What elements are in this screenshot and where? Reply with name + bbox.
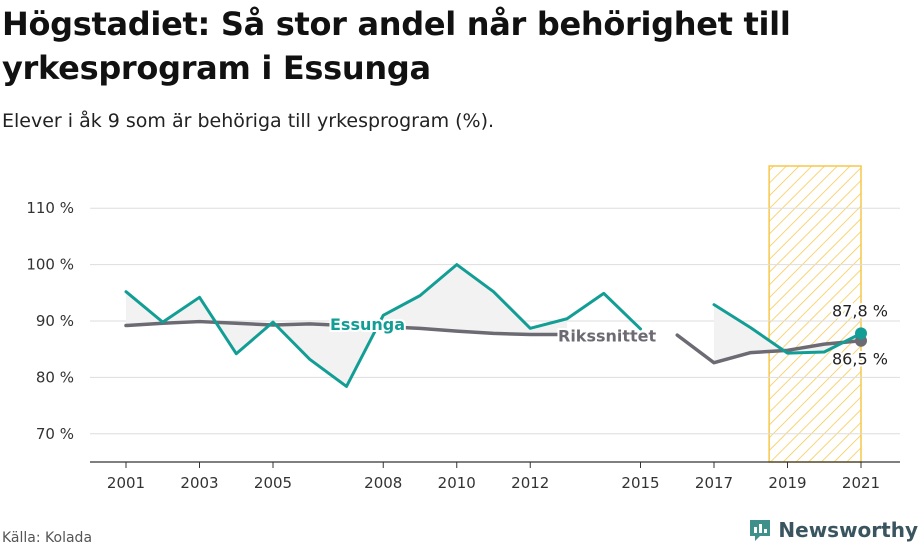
series-label-essunga: Essunga [330,315,405,334]
x-tick-label: 2005 [254,474,292,490]
brand-logo: Newsworthy [748,518,918,542]
x-tick-label: 2012 [511,474,549,490]
x-tick-label: 2010 [438,474,476,490]
page-title: Högstadiet: Så stor andel når behörighet… [2,5,791,87]
x-tick-label: 2001 [107,474,145,490]
x-tick-label: 2021 [842,474,880,490]
y-tick-label: 80 % [36,368,74,386]
y-tick-label: 100 % [26,256,74,274]
series-label-rikssnittet: Rikssnittet [558,327,657,346]
series-line-essunga [124,263,642,388]
end-value-label-essunga: 87,8 % [832,301,888,320]
chart-subtitle: Elever i åk 9 som är behöriga till yrkes… [2,110,495,132]
line-chart: 70 % 80 % 90 % 100 % 110 % 2001 2003 2005 2008 2… [26,165,900,490]
x-tick-label: 2008 [364,474,402,490]
x-tick-label: 2017 [695,474,733,490]
brand-name: Newsworthy [778,518,918,542]
highlight-period [768,165,862,463]
end-point-essunga [855,327,867,340]
x-tick-label: 2003 [180,474,218,490]
series-line-rikssnittet [675,333,863,365]
bar-chart-icon [750,520,771,541]
x-tick-label: 2015 [621,474,659,490]
difference-area [714,304,861,363]
series-line-essunga [712,303,863,355]
y-tick-label: 90 % [36,312,74,330]
x-tick-label: 2019 [768,474,806,490]
end-value-label-rikssnittet: 86,5 % [832,350,888,369]
y-tick-label: 110 % [26,199,74,217]
y-tick-label: 70 % [36,425,74,443]
series-line-rikssnittet [124,319,569,337]
source-label: Källa: Kolada [2,530,93,546]
